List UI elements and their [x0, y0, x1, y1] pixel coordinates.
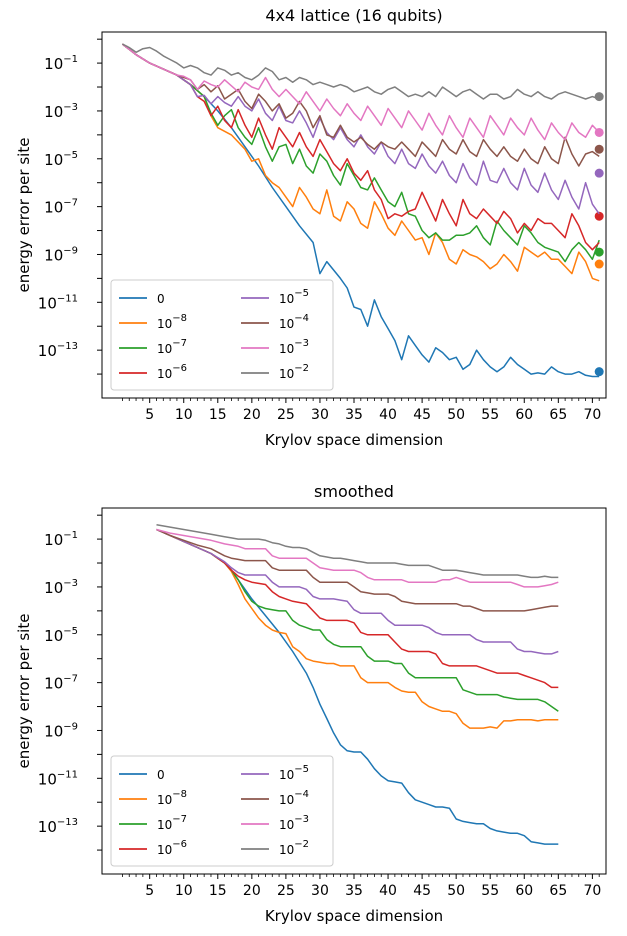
series-marker-0	[594, 367, 604, 377]
legend: 0 10−8 10−7 10−6 10−5 10−4 10−3 10−2	[110, 755, 334, 867]
series-line-7	[156, 523, 559, 579]
x-tick-label: 25	[277, 883, 295, 899]
x-tick-label: 30	[311, 883, 329, 899]
x-tick-label: 55	[481, 407, 499, 423]
x-tick-label: 10	[175, 407, 193, 423]
x-tick-label: 45	[413, 883, 431, 899]
y-tick-label: 10−9	[44, 245, 78, 264]
y-tick-label: 10−7	[44, 674, 78, 693]
series-line-3	[121, 43, 600, 251]
series-marker-4	[594, 168, 604, 178]
legend-label: 10−6	[157, 839, 187, 857]
legend: 0 10−8 10−7 10−6 10−5 10−4 10−3 10−2	[110, 279, 334, 391]
y-tick-label: 10−13	[38, 817, 78, 836]
y-tick-label: 10−11	[38, 293, 78, 312]
series-line-3	[156, 528, 559, 689]
legend-label: 0	[157, 768, 165, 782]
x-tick-label: 40	[379, 883, 397, 899]
y-tick-label: 10−5	[44, 626, 78, 645]
x-tick-label: 35	[345, 883, 363, 899]
legend-box	[110, 755, 334, 867]
x-tick-label: 15	[209, 883, 227, 899]
legend-label: 10−5	[279, 764, 309, 782]
top-chart-panel: 4x4 lattice (16 qubits) 5 10 15 20 25 30 35 40 45…	[15, 6, 607, 449]
legend-label: 10−4	[279, 789, 309, 807]
legend-label: 10−7	[157, 814, 187, 832]
series-line-5	[156, 528, 559, 612]
y-tick-label: 10−11	[38, 769, 78, 788]
legend-label: 10−4	[279, 313, 309, 331]
x-tick-label: 50	[447, 407, 465, 423]
series-line-4	[156, 528, 559, 655]
series-line-2	[121, 43, 600, 263]
x-tick-label: 40	[379, 407, 397, 423]
legend-label: 10−7	[157, 338, 187, 356]
x-tick-label: 50	[447, 883, 465, 899]
series-marker-7	[594, 92, 604, 102]
legend-label: 10−2	[279, 363, 309, 381]
series-line-1	[121, 43, 600, 282]
x-tick-label: 30	[311, 407, 329, 423]
x-axis-label: Krylov space dimension	[265, 907, 443, 925]
y-tick-label: 10−13	[38, 341, 78, 360]
x-tick-label: 65	[549, 407, 567, 423]
legend-label: 10−3	[279, 338, 309, 356]
x-tick-label: 20	[243, 407, 261, 423]
series-marker-2	[594, 247, 604, 257]
x-tick-label: 15	[209, 407, 227, 423]
series-line-0	[156, 528, 559, 845]
series-marker-6	[594, 127, 604, 137]
x-tick-label: 60	[515, 407, 533, 423]
x-tick-label: 25	[277, 407, 295, 423]
x-tick-label: 10	[175, 883, 193, 899]
x-tick-label: 70	[583, 407, 601, 423]
series-marker-1	[594, 259, 604, 269]
x-tick-label: 5	[145, 883, 154, 899]
series-line-1	[156, 528, 559, 729]
series-line-4	[121, 43, 600, 215]
series-line-6	[121, 43, 600, 141]
y-tick-label: 10−1	[44, 54, 78, 73]
y-tick-label: 10−7	[44, 198, 78, 217]
series-marker-3	[594, 211, 604, 221]
series-line-7	[122, 43, 600, 100]
legend-label: 10−3	[279, 814, 309, 832]
legend-label: 10−2	[279, 839, 309, 857]
x-axis-label: Krylov space dimension	[265, 431, 443, 449]
series-line-2	[156, 528, 559, 712]
x-tick-label: 5	[145, 407, 154, 423]
legend-box	[110, 279, 334, 391]
legend-label: 10−5	[279, 288, 309, 306]
y-axis-label: energy error per site	[15, 138, 33, 293]
legend-label: 0	[157, 292, 165, 306]
series-line-6	[156, 528, 559, 588]
x-tick-label: 55	[481, 883, 499, 899]
series-marker-5	[594, 144, 604, 154]
legend-label: 10−8	[157, 313, 187, 331]
chart-title: smoothed	[314, 482, 394, 501]
chart-title: 4x4 lattice (16 qubits)	[265, 6, 442, 25]
legend-label: 10−8	[157, 789, 187, 807]
y-axis-label: energy error per site	[15, 614, 33, 769]
y-tick-label: 10−1	[44, 530, 78, 549]
x-tick-label: 35	[345, 407, 363, 423]
y-tick-label: 10−3	[44, 102, 78, 121]
y-tick-label: 10−3	[44, 578, 78, 597]
x-tick-label: 70	[583, 883, 601, 899]
legend-label: 10−6	[157, 363, 187, 381]
x-tick-label: 60	[515, 883, 533, 899]
series-line-0	[121, 43, 600, 378]
x-tick-label: 65	[549, 883, 567, 899]
y-tick-label: 10−5	[44, 150, 78, 169]
x-tick-label: 45	[413, 407, 431, 423]
x-tick-label: 20	[243, 883, 261, 899]
y-tick-label: 10−9	[44, 721, 78, 740]
series-line-5	[121, 43, 600, 167]
